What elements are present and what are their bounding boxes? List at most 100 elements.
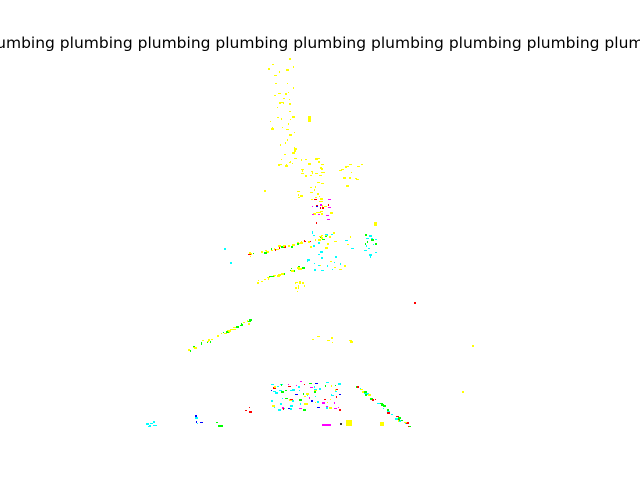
speck <box>366 245 367 247</box>
speck <box>309 383 312 384</box>
speck <box>290 408 292 410</box>
speck <box>230 329 233 330</box>
speck <box>370 398 373 400</box>
speck <box>334 241 337 242</box>
speck <box>322 207 324 209</box>
speck <box>364 250 367 251</box>
speck <box>298 194 299 196</box>
speck <box>283 103 284 104</box>
speck <box>320 237 323 238</box>
speck <box>281 102 284 103</box>
speck <box>312 231 313 233</box>
speck <box>341 169 344 170</box>
speck <box>301 173 304 174</box>
speck <box>306 393 309 395</box>
speck <box>298 287 299 289</box>
speck <box>377 403 380 404</box>
speck <box>298 285 299 287</box>
speck <box>281 391 284 393</box>
speck <box>311 171 313 172</box>
speck <box>328 199 331 200</box>
speck <box>294 132 295 133</box>
speck <box>326 406 328 407</box>
speck <box>223 332 224 333</box>
speck <box>274 95 276 96</box>
speck <box>372 399 374 401</box>
speck <box>266 251 269 253</box>
speck <box>289 58 291 60</box>
speck <box>335 391 337 392</box>
speck <box>277 107 278 108</box>
speck <box>295 282 298 283</box>
speck <box>339 269 342 270</box>
speck <box>218 425 221 427</box>
speck <box>362 164 363 165</box>
speck <box>339 394 341 395</box>
speck <box>284 273 285 275</box>
speck <box>350 236 351 238</box>
speck <box>318 214 320 215</box>
speck <box>335 389 336 391</box>
speck <box>315 197 317 198</box>
speck <box>288 408 290 409</box>
speck <box>293 66 294 68</box>
speck <box>287 83 288 84</box>
speck <box>360 389 363 390</box>
speck <box>224 333 227 334</box>
speck <box>318 242 320 244</box>
speck <box>301 169 304 170</box>
speck <box>156 425 157 426</box>
speck <box>243 322 245 323</box>
speck <box>188 349 190 351</box>
speck <box>327 219 330 220</box>
speck <box>146 423 148 425</box>
speck <box>275 249 276 251</box>
speck <box>381 404 384 406</box>
speck <box>208 339 210 341</box>
speck <box>391 414 393 415</box>
speck <box>288 92 289 93</box>
speck <box>274 386 276 388</box>
speck <box>398 420 399 422</box>
speck <box>340 423 342 425</box>
speck <box>310 187 312 188</box>
speck <box>322 239 325 240</box>
speck <box>271 276 273 277</box>
speck <box>298 243 301 244</box>
speck <box>271 250 273 251</box>
speck <box>335 385 336 386</box>
speck <box>271 400 273 402</box>
speck <box>330 212 333 214</box>
speck <box>380 422 384 426</box>
speck <box>325 385 326 387</box>
speck <box>319 388 321 390</box>
speck <box>304 396 306 397</box>
speck <box>305 175 307 177</box>
speck <box>281 273 284 275</box>
speck <box>334 267 336 268</box>
speck <box>295 283 296 284</box>
speck <box>356 179 359 180</box>
speck <box>216 422 218 423</box>
speck <box>334 402 335 404</box>
speck <box>297 191 300 192</box>
speck <box>271 128 274 130</box>
speck <box>368 248 370 249</box>
speck <box>395 418 398 420</box>
speck <box>224 248 226 250</box>
speck <box>240 325 242 326</box>
speck <box>207 341 209 342</box>
speck <box>279 164 282 165</box>
speck <box>357 166 360 167</box>
speck <box>279 390 282 391</box>
speck <box>273 276 274 277</box>
speck <box>321 213 323 215</box>
speck <box>327 402 328 403</box>
speck <box>221 333 222 334</box>
speck <box>281 246 283 247</box>
speck <box>308 116 311 122</box>
speck <box>349 177 351 179</box>
speck <box>148 426 149 427</box>
speck <box>210 341 211 343</box>
speck <box>258 280 259 281</box>
